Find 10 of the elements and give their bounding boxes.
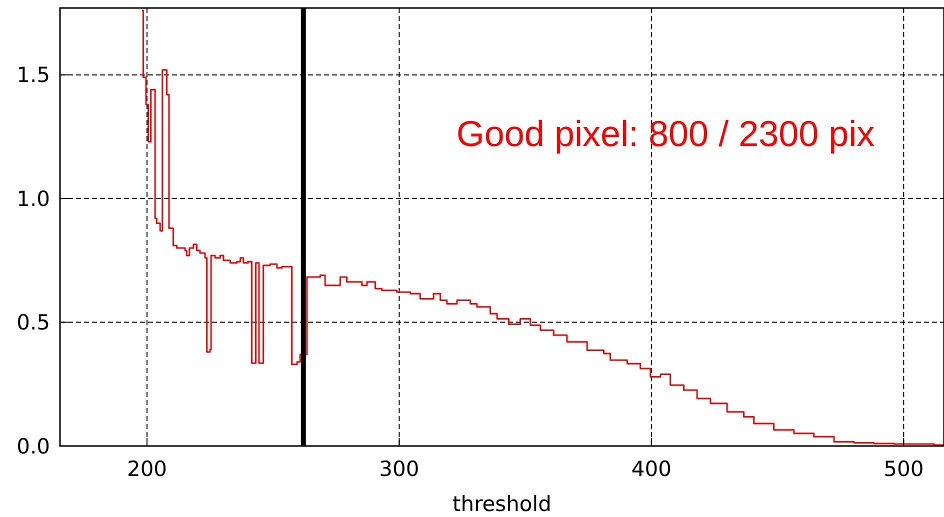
y-tick-label: 0.0 — [16, 434, 50, 458]
y-tick-label: 0.5 — [16, 310, 50, 335]
y-tick-label: 1.0 — [16, 186, 50, 211]
x-tick-label: 500 — [884, 457, 924, 481]
x-tick-label: 400 — [631, 457, 672, 481]
x-tick-label: 300 — [379, 457, 420, 481]
x-tick-label: 200 — [126, 457, 168, 481]
x-axis-title: threshold — [452, 492, 552, 516]
y-tick-label: 1.5 — [16, 63, 50, 88]
annotation: Good pixel: 800 / 2300 pix — [456, 112, 875, 154]
